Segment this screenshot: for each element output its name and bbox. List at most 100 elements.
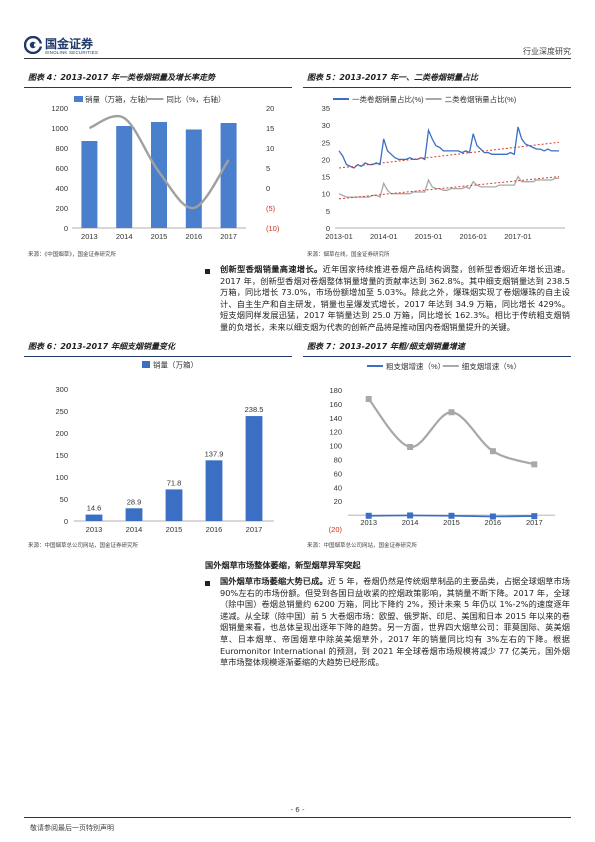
logo-emblem-icon — [24, 36, 42, 54]
fig6-title-label: 图表 6： — [28, 342, 61, 351]
logo-cn: 国金证券 — [45, 37, 94, 51]
fig6-data-label: 238.5 — [245, 405, 264, 414]
fig4-xtick: 2013 — [81, 232, 98, 241]
fig6-source: 来源：中国烟草总公司网站，国金证券研究所 — [28, 543, 139, 549]
fig5-xtick: 2017-01 — [504, 232, 532, 241]
fig4-title: 图表 4：2013-2017 年一类卷烟销量及增长率走势 — [28, 72, 215, 83]
fig7-xtick: 2013 — [360, 518, 377, 527]
legend-label-0: 销量（万箱，左轴） — [85, 94, 153, 104]
fig6-data-label: 137.9 — [205, 449, 224, 458]
fig5-ytick: 5 — [326, 207, 330, 216]
fig7-point-0-2014 — [407, 512, 414, 519]
fig6-xtick: 2017 — [246, 525, 263, 534]
fig7-title: 图表 7：2013-2017 年粗/细支烟销量增速 — [307, 341, 465, 352]
fig5-ytick: 35 — [322, 104, 330, 113]
fig4-ytick-left: 400 — [55, 184, 68, 193]
fig4-ytick-left: 200 — [55, 204, 68, 213]
fig7-xtick: 2017 — [526, 518, 543, 527]
legend-label-0: 粗支烟增速（%） — [386, 361, 445, 371]
fig5-ytick: 10 — [322, 190, 330, 199]
fig5-series-line-0 — [338, 126, 559, 169]
fig4-chart: 销量（万箱，左轴） 同比（%，右轴）020040060080010001200(1… — [51, 94, 280, 241]
fig7-ytick: 100 — [329, 442, 342, 451]
fig4-ytick-left: 800 — [55, 144, 68, 153]
section2-para: 国外烟草市场萎缩大势已成。近 5 年，卷烟仍然是传统烟草制品的主要品类，占据全球… — [220, 576, 570, 669]
fig6-xtick: 2016 — [206, 525, 223, 534]
fig4-xtick: 2015 — [151, 232, 168, 241]
fig5-title-rule — [303, 87, 571, 88]
fig4-xtick: 2014 — [116, 232, 133, 241]
fig6-data-label: 71.8 — [167, 478, 182, 487]
fig7-point-0-2013 — [365, 512, 372, 519]
fig4-bar-2016 — [185, 129, 202, 228]
fig7-ytick: 140 — [329, 414, 342, 423]
para1-body: 近年国家持续推进卷烟产品结构调整，创新型香烟近年增长迅速。2017 年，创新型香… — [220, 264, 570, 332]
fig7-point-1-2015 — [448, 409, 455, 416]
fig7-ytick: 120 — [329, 428, 342, 437]
logo-en: SINOLINK SECURITIES — [45, 50, 99, 55]
fig6-title-rule — [24, 356, 292, 357]
section2-heading: 国外烟草市场整体萎缩，新型烟草异军突起 — [205, 560, 361, 570]
fig6-xtick: 2014 — [126, 525, 143, 534]
report-type: 行业深度研究 — [523, 47, 571, 56]
para1: 创新型香烟销量高速增长。近年国家持续推进卷烟产品结构调整，创新型香烟近年增长迅速… — [220, 264, 570, 334]
fig5-series-line-1 — [338, 175, 559, 199]
fig4-bar-2013 — [81, 141, 98, 228]
fig4-xtick: 2017 — [220, 232, 237, 241]
fig4-ytick-right: (5) — [266, 204, 276, 213]
fig6-data-label: 14.6 — [87, 504, 102, 513]
fig7-point-0-2017 — [531, 513, 538, 520]
fig7-point-0-2015 — [448, 512, 455, 519]
fig4-ytick-right: (10) — [266, 224, 280, 233]
fig6-bar-2015 — [165, 489, 183, 521]
fig4-title-rule — [24, 87, 292, 88]
fig7-point-0-2016 — [489, 513, 496, 520]
fig7-series-line-1 — [367, 398, 535, 466]
fig5-source: 来源：烟草在线，国金证券研究所 — [307, 252, 390, 258]
fig6-ytick: 300 — [55, 385, 68, 394]
fig4-xtick: 2016 — [185, 232, 202, 241]
fig6-data-label: 28.9 — [127, 497, 142, 506]
fig6-ytick: 200 — [55, 429, 68, 438]
fig4-source: 来源：《中国烟草》，国金证券研究所 — [28, 252, 117, 258]
fig4-bar-2015 — [150, 122, 168, 228]
fig5-title-label: 图表 5： — [307, 73, 340, 82]
fig5-chart: 一类卷烟销量占比(%) 二类卷烟销量占比(%) 0 5 10 15 20 25 30 35 2013… — [322, 94, 565, 241]
fig6-xtick: 2013 — [86, 525, 103, 534]
section2-para-body: 近 5 年，卷烟仍然是传统烟草制品的主要品类，占据全球烟草市场 90%左右的市场… — [220, 576, 570, 668]
legend-label-1: 同比（%，右轴） — [166, 94, 225, 104]
fig7-ytick: 160 — [329, 400, 342, 409]
fig6-xtick: 2015 — [166, 525, 183, 534]
legend-label-0: 一类卷烟销量占比(%) — [352, 94, 424, 104]
fig6-title: 图表 6：2013-2017 年细支烟销量变化 — [28, 341, 175, 352]
fig5-xtick: 2014-01 — [370, 232, 398, 241]
fig6-ytick: 250 — [55, 407, 68, 416]
fig7-point-1-2014 — [407, 443, 414, 450]
header-rule — [24, 58, 571, 59]
logo: 国金证券 SINOLINK SECURITIES — [24, 34, 114, 58]
footer-disclaimer: 敬请参阅最后一页特别声明 — [30, 824, 114, 832]
fig7-source: 来源：中国烟草总公司网站，国金证券研究所 — [307, 543, 418, 549]
fig4-bar-2014 — [116, 126, 133, 228]
fig4-ytick-right: 0 — [266, 184, 270, 193]
section2-bullet — [205, 581, 210, 586]
legend-label-1: 细支烟增速（%） — [462, 361, 521, 371]
fig7-title-label: 图表 7： — [307, 342, 340, 351]
fig5-trendline-1 — [338, 176, 560, 200]
fig7-point-1-2016 — [489, 448, 496, 455]
fig4-ytick-right: 10 — [266, 144, 274, 153]
fig6-bar-2014 — [125, 508, 143, 521]
fig6-bar-2013 — [85, 514, 103, 521]
fig7-ytick: 180 — [329, 386, 342, 395]
fig5-trendline-0 — [338, 141, 560, 169]
fig5-xtick: 2015-01 — [415, 232, 443, 241]
fig6-bar-2017 — [245, 416, 263, 521]
fig7-chart: 粗支烟增速（%） 细支烟增速（%） (20) 20 40 60 80 100 120 140 160… — [329, 361, 555, 534]
fig5-ytick: 25 — [322, 138, 330, 147]
legend-label-1: 二类卷烟销量占比(%) — [445, 94, 517, 104]
fig4-ytick-right: 15 — [266, 124, 274, 133]
fig4-ytick-left: 600 — [55, 164, 68, 173]
fig6-ytick: 0 — [64, 517, 68, 526]
fig5-ytick: 0 — [326, 224, 330, 233]
fig5-ytick: 15 — [322, 173, 330, 182]
